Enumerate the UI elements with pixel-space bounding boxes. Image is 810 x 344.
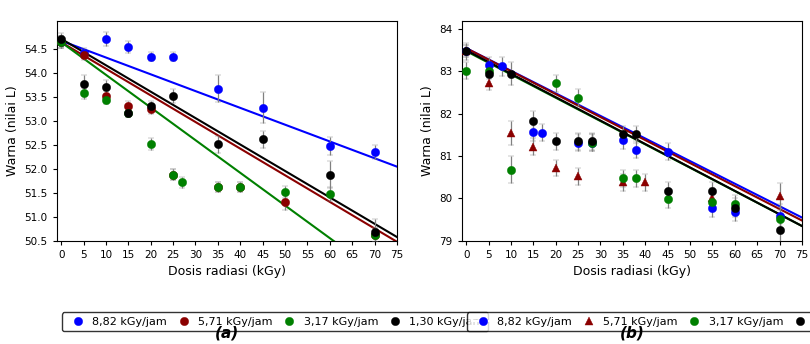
X-axis label: Dosis radiasi (kGy): Dosis radiasi (kGy) <box>168 265 286 278</box>
Legend: 8,82 kGy/jam, 5,71 kGy/jam, 3,17 kGy/jam, 1,30 kGy/jam: 8,82 kGy/jam, 5,71 kGy/jam, 3,17 kGy/jam… <box>62 312 488 331</box>
Text: (b): (b) <box>620 325 644 341</box>
Y-axis label: Warna (nilai L): Warna (nilai L) <box>6 85 19 176</box>
Text: (a): (a) <box>215 325 239 341</box>
X-axis label: Dosis radiasi (kGy): Dosis radiasi (kGy) <box>573 265 691 278</box>
Legend: 8,82 kGy/jam, 5,71 kGy/jam, 3,17 kGy/jam, 1,30 kGy/jam: 8,82 kGy/jam, 5,71 kGy/jam, 3,17 kGy/jam… <box>467 312 810 331</box>
Y-axis label: Warna (nilai L): Warna (nilai L) <box>421 85 434 176</box>
